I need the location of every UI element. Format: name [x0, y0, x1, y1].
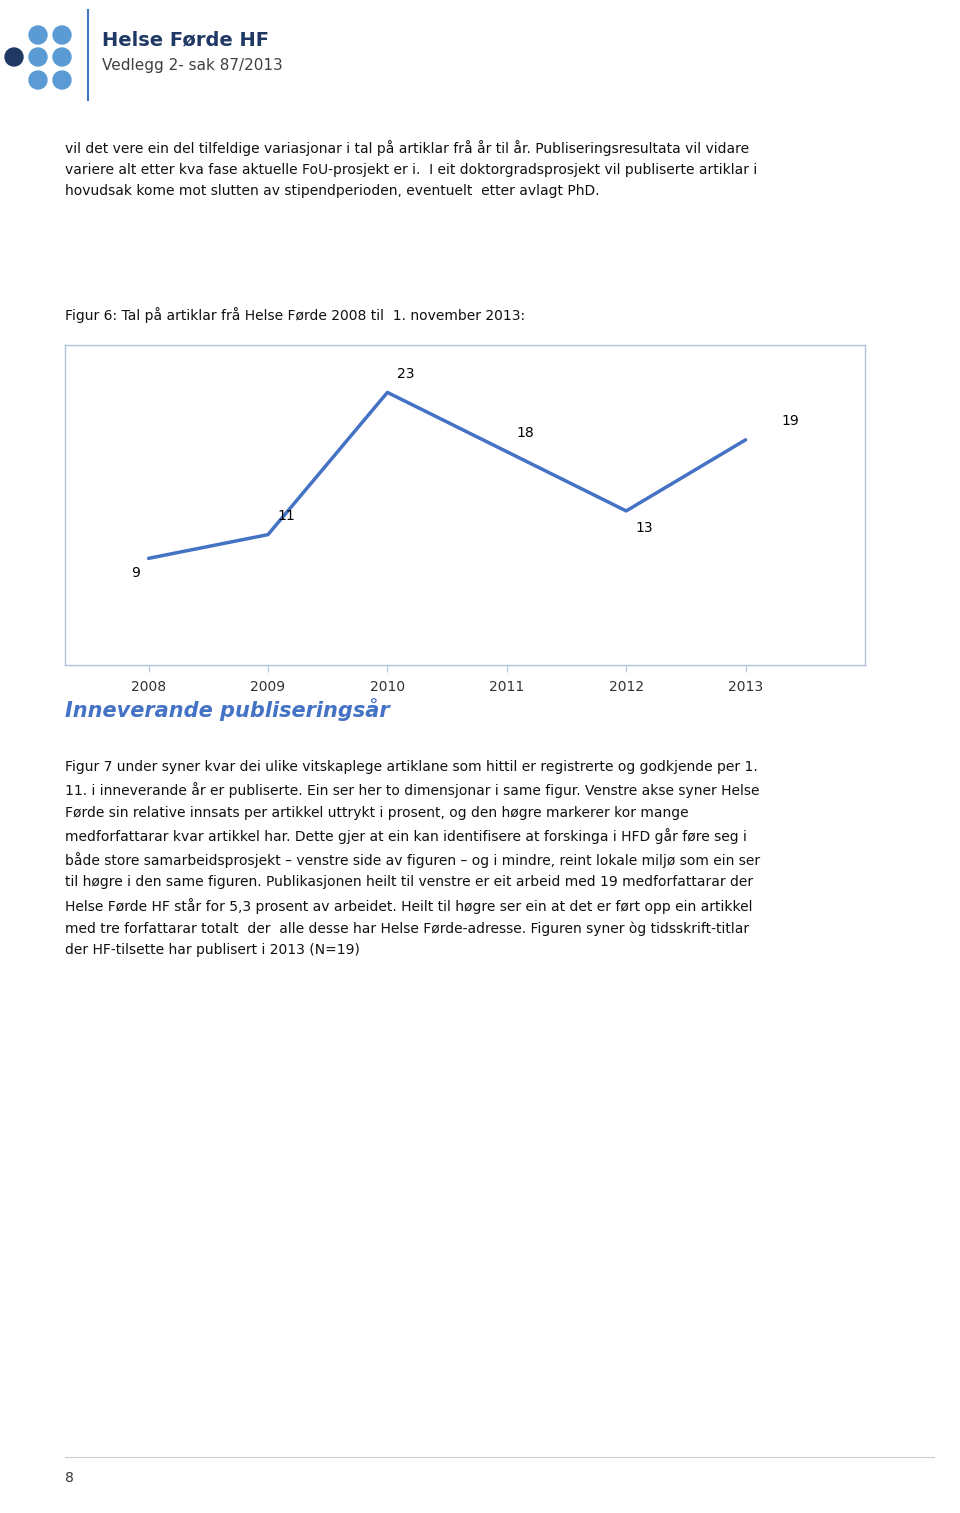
- Text: 18: 18: [516, 425, 534, 440]
- Circle shape: [29, 48, 47, 67]
- Circle shape: [5, 48, 23, 67]
- Text: 19: 19: [781, 415, 799, 428]
- Text: 23: 23: [396, 366, 415, 381]
- Circle shape: [53, 26, 71, 44]
- Text: 8: 8: [65, 1471, 74, 1484]
- Text: Figur 6: Tal på artiklar frå Helse Førde 2008 til  1. november 2013:: Figur 6: Tal på artiklar frå Helse Førde…: [65, 307, 525, 322]
- Text: Figur 7 under syner kvar dei ulike vitskaplege artiklane som hittil er registrer: Figur 7 under syner kvar dei ulike vitsk…: [65, 760, 760, 956]
- Text: 13: 13: [636, 520, 654, 534]
- Circle shape: [53, 48, 71, 67]
- Circle shape: [29, 26, 47, 44]
- Circle shape: [29, 71, 47, 89]
- Circle shape: [53, 71, 71, 89]
- Text: 9: 9: [131, 566, 139, 579]
- Text: 11: 11: [277, 508, 296, 523]
- Text: Vedlegg 2- sak 87/2013: Vedlegg 2- sak 87/2013: [102, 57, 283, 73]
- Text: vil det vere ein del tilfeldige variasjonar i tal på artiklar frå år til år. Pub: vil det vere ein del tilfeldige variasjo…: [65, 141, 757, 198]
- Text: Inneverande publiseringsår: Inneverande publiseringsår: [65, 699, 390, 722]
- Text: Helse Førde HF: Helse Førde HF: [102, 30, 269, 48]
